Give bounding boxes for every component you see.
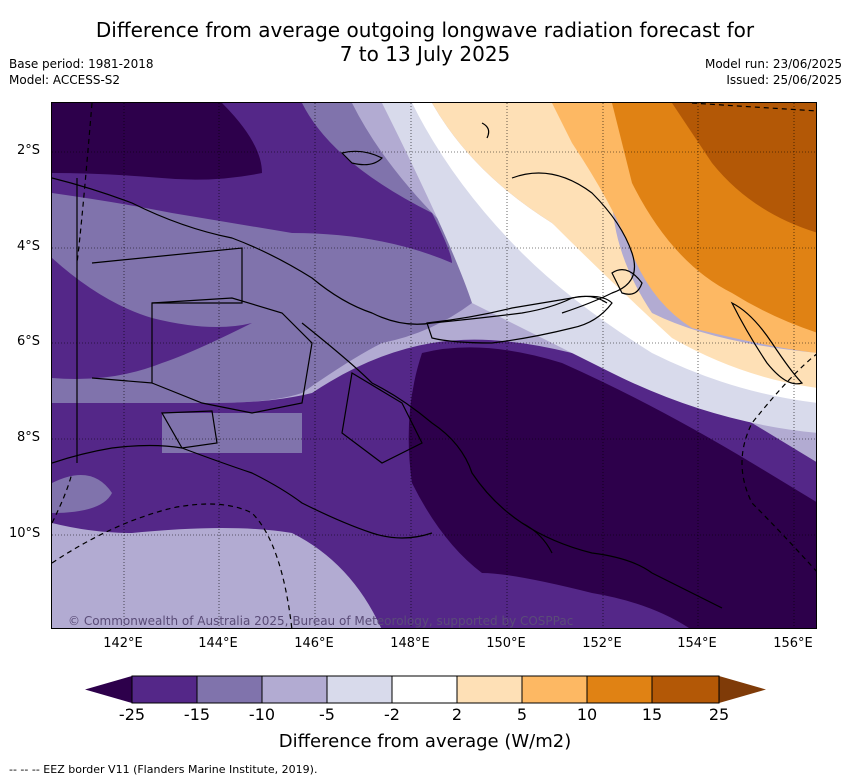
eez-footnote: -- -- -- EEZ border V11 (Flanders Marine… [9,763,318,776]
colorbar-tick: 25 [708,705,730,724]
new-britain [426,295,613,344]
island-manus [340,150,384,166]
lon-label-142e: 142°E [103,636,143,651]
eez-border-north [691,103,816,112]
bougainville [730,301,804,385]
lat-label-2s: 2°S [17,143,41,158]
lon-label-144e: 144°E [198,636,238,651]
province-borders-central [151,297,313,414]
colorbar-tick: -2 [384,705,400,724]
lon-label-148e: 148°E [390,636,430,651]
colorbar-segment-2 [197,676,262,703]
band-pale-lavender [382,103,816,433]
band-mid-purple-island [162,413,302,453]
issued-date: Issued: 25/06/2025 [726,73,842,87]
colorbar-tick: -25 [118,705,146,724]
colorbar-segment-4 [327,676,392,703]
province-borders-west [91,247,243,384]
colorbar-tick: 5 [516,705,528,724]
dentrecasteaux-islands [521,522,553,554]
colorbar-label: Difference from average (W/m2) [278,731,572,752]
lon-label-156e: 156°E [773,636,813,651]
map-svg [52,103,816,628]
band-dark-southeast [408,347,816,628]
colorbar-segment-3 [262,676,327,703]
colorbar [85,675,766,704]
colorbar-arrow-high [719,676,766,703]
meta-right: Model run: 23/06/2025 Issued: 25/06/2025 [705,56,842,88]
colorbar-segment-5 [392,676,457,703]
eez-border-west [76,103,93,264]
eez-border-south [52,503,293,628]
lat-label-6s: 6°S [17,334,41,349]
eez-borders [52,103,816,628]
lon-label-146e: 146°E [294,636,334,651]
colorbar-segment-1 [132,676,197,703]
colorbar-segment-9 [652,676,719,703]
lon-label-154e: 154°E [677,636,717,651]
island-mussau [481,122,490,139]
band-brown [672,103,816,233]
colorbar-arrow-low [85,676,132,703]
map-panel [51,102,817,629]
lat-label-8s: 8°S [17,430,41,445]
title-line-2: 7 to 13 July 2025 [339,42,511,66]
eez-border-east [741,353,816,572]
band-dark-nw [52,103,262,180]
colorbar-dividers [196,676,653,703]
base-period: Base period: 1981-2018 [9,57,154,71]
colorbar-segment-7 [522,676,587,703]
lat-label-10s: 10°S [9,526,41,541]
eez-border-southwest [52,472,73,524]
model-name: Model: ACCESS-S2 [9,73,121,87]
colorbar-tick: 2 [451,705,463,724]
band-mid-purple-sw [52,475,112,513]
graticule [52,103,816,628]
colorbar-outline [131,675,720,704]
new-guinea-east-coast [301,322,653,574]
meta-left: Base period: 1981-2018 Model: ACCESS-S2 [9,56,154,88]
louisiade-islands [651,572,723,609]
new-guinea-south-coast [52,444,433,539]
model-run: Model run: 23/06/2025 [704,57,842,71]
island-south [160,410,218,449]
colorbar-tick: -10 [248,705,276,724]
lon-label-152e: 152°E [582,636,622,651]
bougainville-north [611,269,643,295]
title-line-1: Difference from average outgoing longwav… [95,18,755,42]
lon-label-150e: 150°E [486,636,526,651]
lat-label-4s: 4°S [17,239,41,254]
map-title: Difference from average outgoing longwav… [0,18,850,66]
new-guinea-north-coast [52,177,608,325]
copyright-notice: © Commonwealth of Australia 2025, Bureau… [68,614,574,628]
colorbar-tick: -5 [319,705,335,724]
colorbar-segment-8 [587,676,652,703]
colorbar-tick: -15 [183,705,211,724]
province-borders-east [341,372,423,464]
colorbar-segment-6 [457,676,522,703]
colorbar-tick: 15 [641,705,663,724]
coastlines [52,122,804,609]
colorbar-tick: 10 [576,705,598,724]
